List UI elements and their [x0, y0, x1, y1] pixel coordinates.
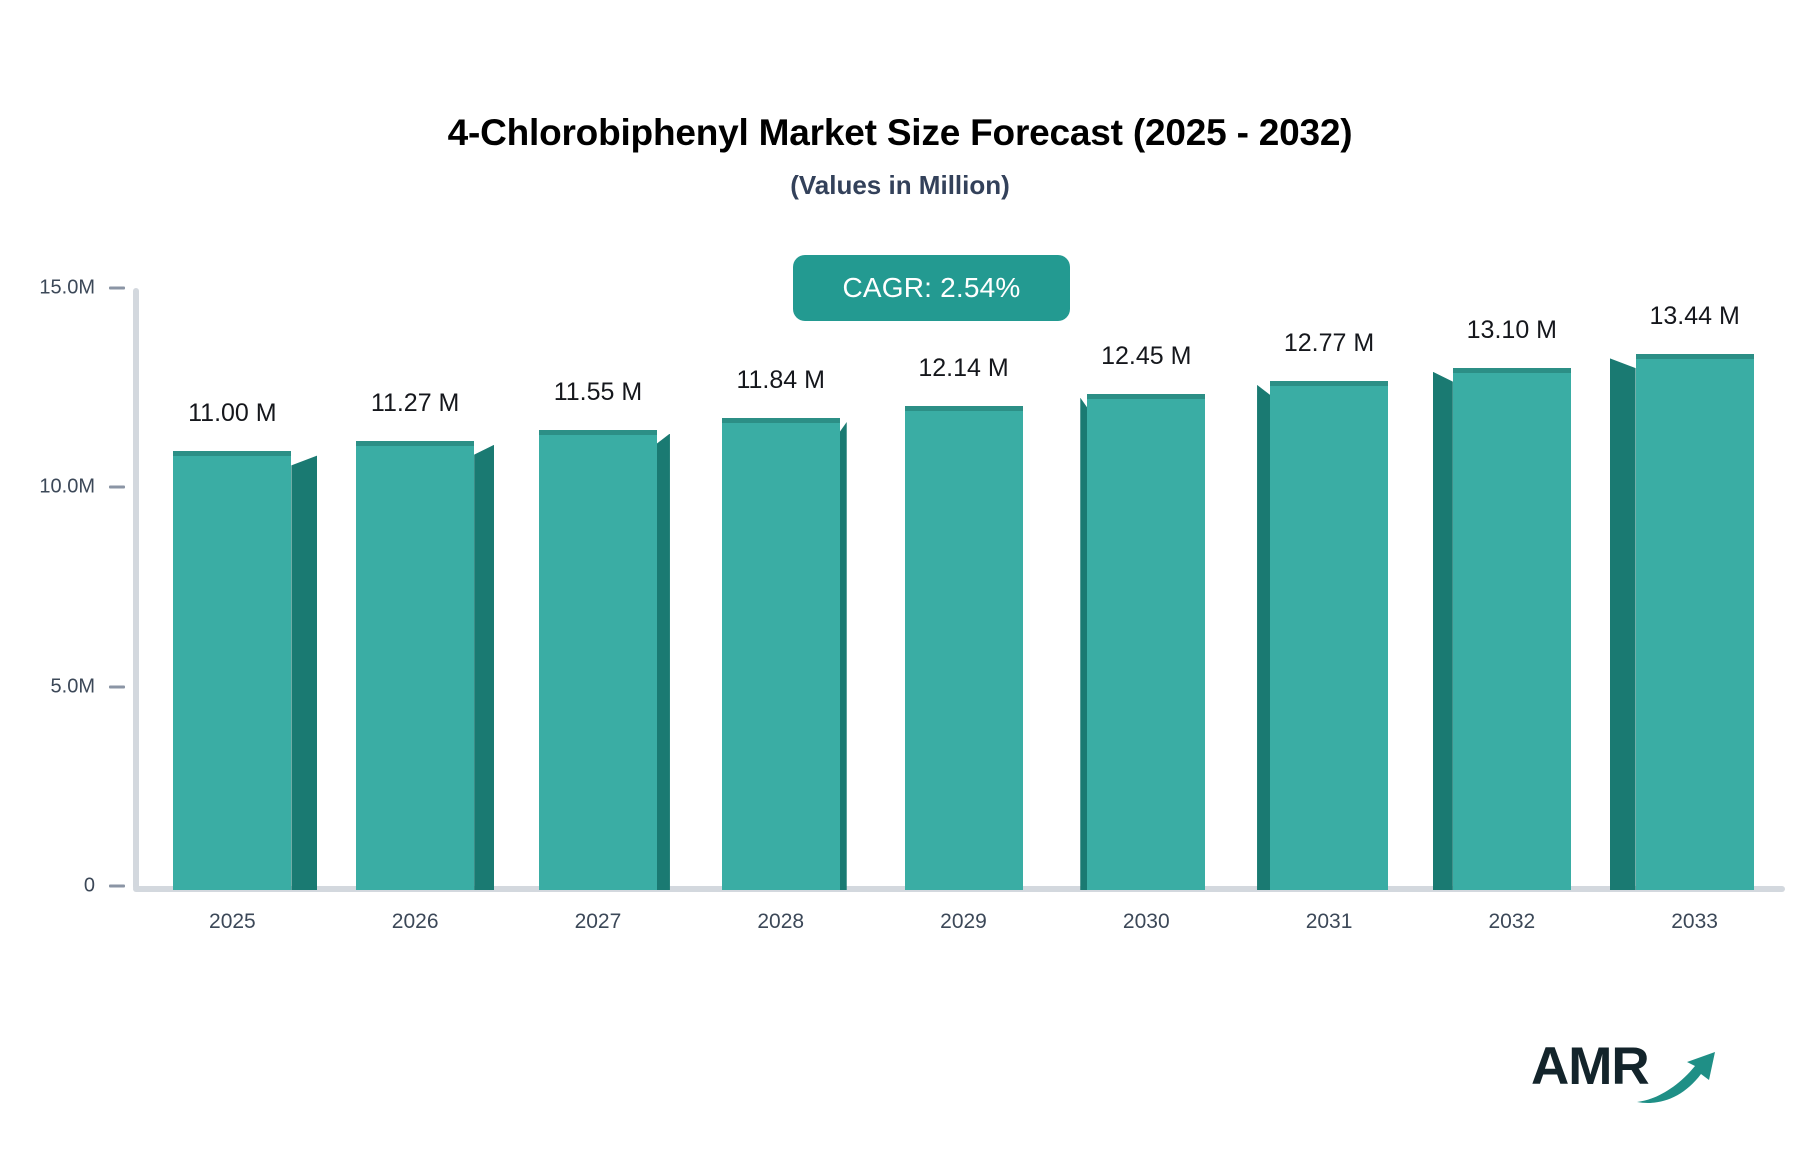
bar-front-face	[1635, 354, 1754, 890]
bar-value-label: 12.77 M	[1283, 328, 1375, 357]
y-axis-tick-label: 15.0M	[39, 276, 95, 299]
amr-logo: AMR	[1531, 1034, 1721, 1112]
x-axis-tick-label-2028: 2028	[757, 910, 805, 933]
bar-top-edge	[173, 451, 292, 457]
bar-value-label: 12.14 M	[918, 354, 1009, 383]
bar-value-label: 13.44 M	[1649, 302, 1740, 331]
bar-top-edge	[1635, 354, 1754, 360]
y-axis-tick-mark	[109, 286, 125, 290]
bar-front-face	[1270, 380, 1389, 890]
bar-2030	[1080, 393, 1206, 890]
bar-2027	[538, 429, 670, 890]
y-axis-line	[133, 288, 139, 890]
bar-2031	[1257, 380, 1389, 890]
bar-top-edge	[1452, 367, 1571, 373]
bar-2032	[1432, 367, 1571, 890]
x-axis-tick-label-2030: 2030	[1122, 910, 1170, 933]
x-axis-tick-label-2026: 2026	[391, 910, 439, 933]
y-axis-tick-label: 10.0M	[39, 475, 95, 498]
bar-2028	[721, 417, 847, 890]
plot-area	[133, 288, 1778, 890]
amr-logo-text: AMR	[1531, 1037, 1650, 1096]
x-axis-tick-label-2025: 2025	[209, 910, 256, 933]
x-axis-tick-label-2027: 2027	[574, 910, 622, 933]
bar-front-face	[721, 417, 840, 890]
bar-front-face	[1452, 367, 1571, 890]
bar-top-edge	[1270, 380, 1389, 386]
y-axis-tick-mark	[109, 485, 125, 489]
bar-value-label: 11.27 M	[370, 388, 460, 417]
x-axis-tick-label-2031: 2031	[1305, 910, 1353, 933]
bar-value-label: 11.55 M	[553, 377, 643, 406]
x-axis-tick-label-2029: 2029	[940, 910, 987, 933]
bar-top-edge	[356, 440, 475, 446]
bar-top-edge	[1087, 393, 1206, 399]
bar-top-edge	[721, 417, 840, 423]
bar-value-label: 11.84 M	[736, 365, 825, 394]
bar-top-edge	[538, 429, 657, 435]
bar-front-face	[1087, 393, 1206, 890]
bar-top-edge	[904, 406, 1023, 412]
bar-2026	[356, 440, 495, 890]
x-axis-tick-label-2032: 2032	[1488, 910, 1536, 933]
bar-2025	[173, 451, 318, 890]
y-axis-tick-label: 0	[83, 874, 95, 897]
bar-value-label: 12.45 M	[1101, 341, 1192, 370]
bar-2033	[1609, 354, 1754, 890]
page-title: 4-Chlorobiphenyl Market Size Forecast (2…	[447, 112, 1353, 153]
cagr-badge: CAGR: 2.54%	[793, 255, 1070, 321]
bar-value-label: 11.00 M	[188, 399, 277, 428]
y-axis-tick-label: 5.0M	[50, 675, 95, 698]
growth-arrow-icon	[1637, 1052, 1715, 1103]
y-axis-tick-mark	[109, 685, 125, 689]
bar-value-label: 13.10 M	[1466, 315, 1557, 344]
bar-front-face	[538, 429, 657, 890]
y-axis-tick-mark	[109, 884, 125, 888]
bar-front-face	[904, 406, 1023, 890]
bar-2029	[904, 406, 1023, 890]
x-axis-tick-label-2033: 2033	[1671, 910, 1718, 933]
chart-subtitle: (Values in Million)	[790, 170, 1010, 200]
bar-front-face	[356, 440, 475, 890]
bar-front-face	[173, 451, 292, 890]
